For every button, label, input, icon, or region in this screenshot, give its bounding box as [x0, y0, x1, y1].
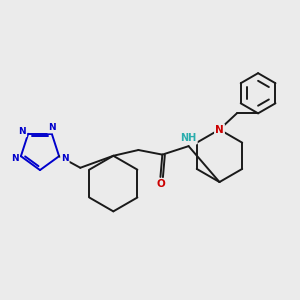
- Text: N: N: [61, 154, 69, 163]
- Text: N: N: [19, 127, 26, 136]
- Text: NH: NH: [181, 134, 197, 143]
- Text: N: N: [215, 124, 224, 134]
- Text: O: O: [156, 179, 165, 189]
- Text: N: N: [48, 124, 56, 133]
- Text: N: N: [11, 154, 19, 163]
